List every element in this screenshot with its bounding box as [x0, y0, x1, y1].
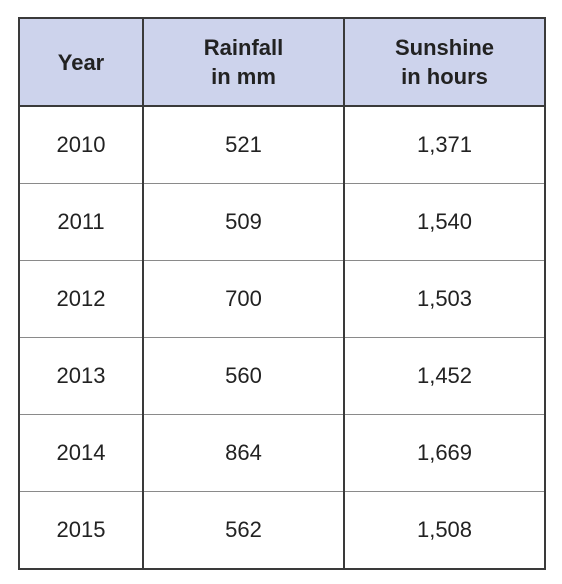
- data-cell: 1,371: [343, 105, 546, 184]
- data-cell: 2010: [18, 105, 144, 184]
- data-cell: 864: [142, 413, 345, 492]
- header-row: Year Rainfall in mm Sunshine in hours: [18, 17, 546, 107]
- header-text: in hours: [401, 64, 488, 89]
- data-cell: 2015: [18, 490, 144, 570]
- data-cell: 2013: [18, 336, 144, 415]
- data-row: 2013 560 1,452: [18, 336, 546, 415]
- data-cell: 1,669: [343, 413, 546, 492]
- header-cell: Sunshine in hours: [343, 17, 546, 107]
- data-cell: 2012: [18, 259, 144, 338]
- header-text: Rainfall: [203, 35, 284, 60]
- data-row: 2012 700 1,503: [18, 259, 546, 338]
- header-cell: Year: [18, 17, 144, 107]
- data-row: 2010 521 1,371: [18, 105, 546, 184]
- table-container: Year Rainfall in mm Sunshine in hours 2010 52…: [18, 17, 546, 570]
- data-cell: 562: [142, 490, 345, 570]
- header-text: Year: [57, 49, 105, 75]
- data-cell: 700: [142, 259, 345, 338]
- data-row: 2011 509 1,540: [18, 183, 546, 261]
- header-text: Sunshine: [394, 35, 494, 60]
- data-row: 2015 562 1,508: [18, 490, 546, 570]
- data-cell: 2011: [18, 183, 144, 261]
- data-cell: 1,508: [343, 490, 546, 570]
- header-text: in mm: [211, 64, 276, 89]
- data-cell: 1,503: [343, 259, 546, 338]
- data-cell: 509: [142, 183, 345, 261]
- data-cell: 2014: [18, 413, 144, 492]
- data-cell: 1,540: [343, 183, 546, 261]
- data-row: 2014 864 1,669: [18, 413, 546, 492]
- data-table: Year Rainfall in mm Sunshine in hours 2010 52…: [18, 17, 546, 570]
- data-cell: 560: [142, 336, 345, 415]
- data-cell: 1,452: [343, 336, 546, 415]
- data-cell: 521: [142, 105, 345, 184]
- header-cell: Rainfall in mm: [142, 17, 345, 107]
